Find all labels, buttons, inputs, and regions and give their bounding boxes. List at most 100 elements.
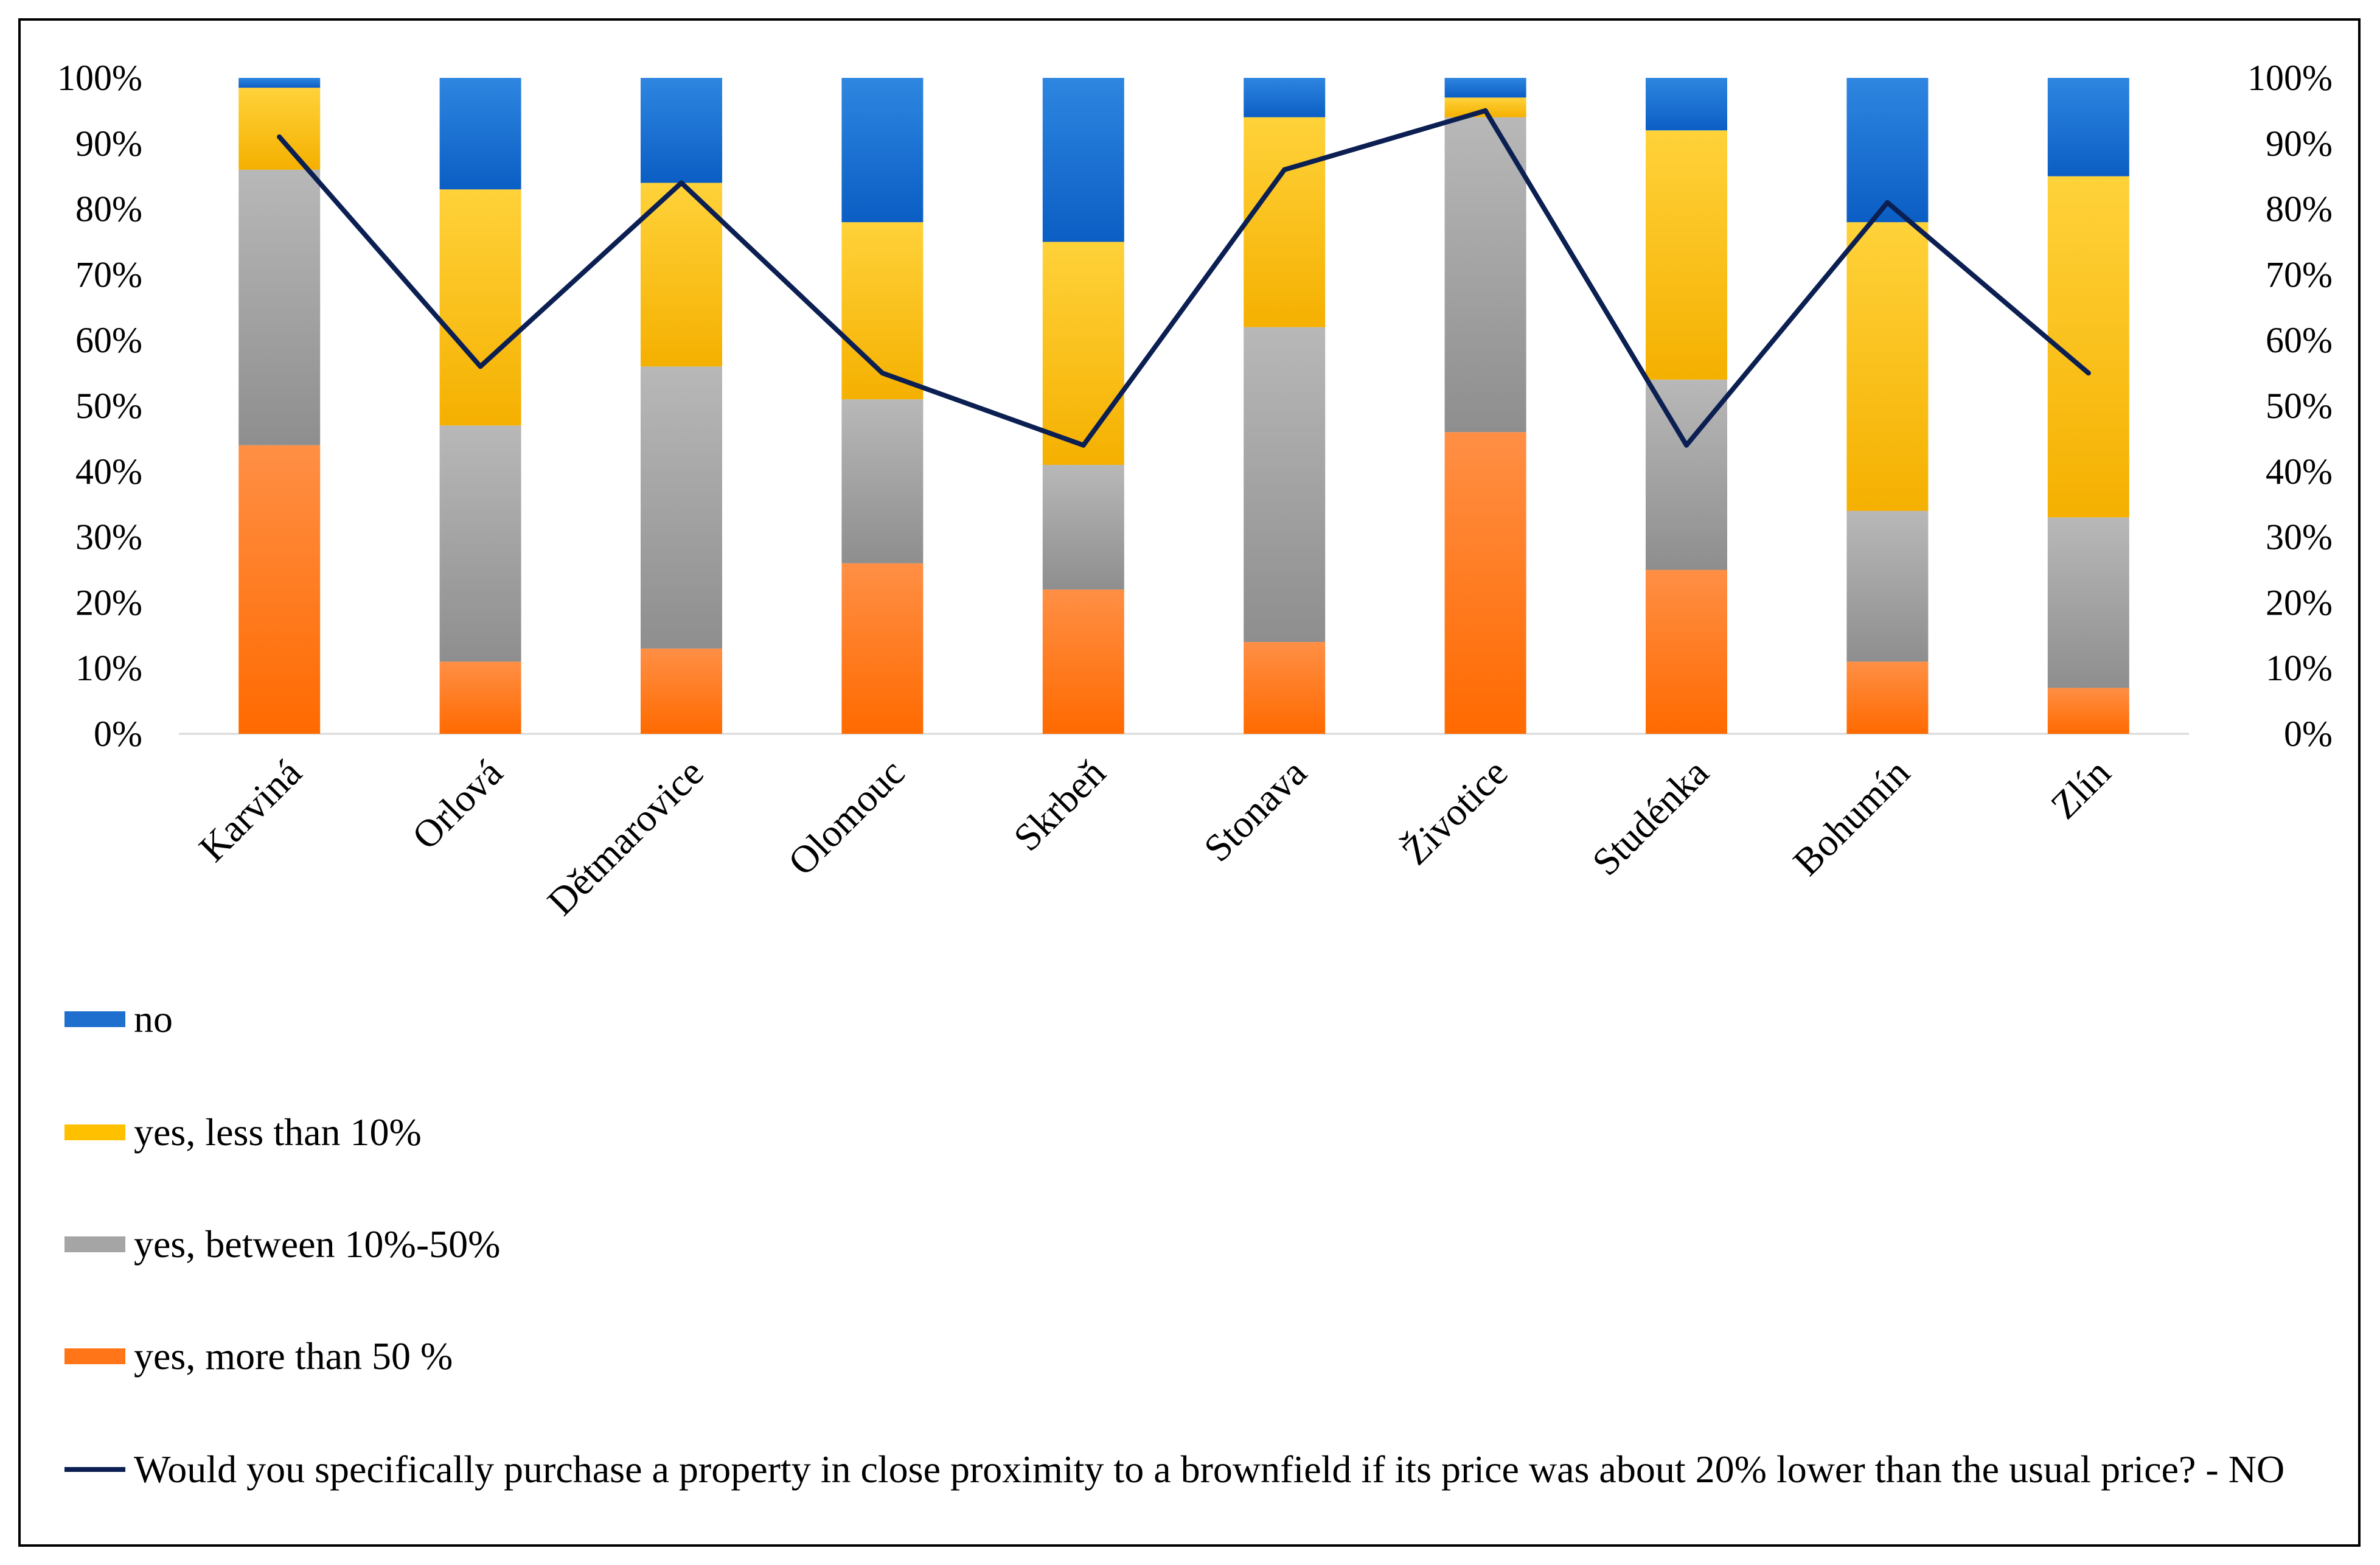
y-tick-right: 40% bbox=[2266, 451, 2333, 492]
bar-between-10-50-5 bbox=[1244, 327, 1326, 643]
category-label-4: Skrbeň bbox=[1005, 751, 1113, 859]
category-label-2: Dětmarovice bbox=[539, 751, 712, 924]
legend-item-line-no: Would you specifically purchase a proper… bbox=[64, 1445, 2348, 1494]
y-tick-left: 60% bbox=[75, 320, 142, 360]
bar-no-4 bbox=[1042, 78, 1124, 242]
bar-stacks bbox=[238, 78, 2129, 734]
y-tick-right: 0% bbox=[2284, 714, 2333, 754]
bar-between-10-50-6 bbox=[1444, 117, 1526, 433]
line-point-5 bbox=[1282, 167, 1287, 172]
bar-no-7 bbox=[1646, 78, 1727, 131]
legend-item-between-10-50: yes, between 10%-50% bbox=[64, 1219, 500, 1269]
y-tick-left: 100% bbox=[57, 58, 142, 98]
y-tick-left: 50% bbox=[75, 386, 142, 426]
y-tick-right: 50% bbox=[2266, 386, 2333, 426]
category-label-5: Stonava bbox=[1195, 751, 1315, 870]
legend: no yes, less than 10% yes, between 10%-5… bbox=[64, 994, 2352, 1530]
legend-label-no: no bbox=[134, 997, 173, 1040]
y-tick-right: 20% bbox=[2266, 582, 2333, 622]
bar-between-10-50-4 bbox=[1042, 465, 1124, 590]
bar-more-than-50-5 bbox=[1244, 642, 1326, 734]
legend-line-swatch bbox=[64, 1467, 125, 1472]
category-label-1: Orlová bbox=[404, 751, 511, 858]
legend-item-more-than-50: yes, more than 50 % bbox=[64, 1331, 453, 1381]
y-axis-right: 0% 10% 20% 30% 40% 50% 60% 70% 80% 90% 100% bbox=[2247, 58, 2333, 754]
legend-swatch-more-than-50 bbox=[64, 1348, 125, 1364]
bar-more-than-50-4 bbox=[1042, 589, 1124, 734]
stacked-bar-chart: 0% 10% 20% 30% 40% 50% 60% 70% 80% 90% 100% 0% 10% 2… bbox=[57, 58, 2333, 924]
bar-between-10-50-0 bbox=[238, 169, 321, 445]
bar-more-than-50-0 bbox=[238, 445, 321, 734]
chart-frame: 0% 10% 20% 30% 40% 50% 60% 70% 80% 90% 100% 0% 10% 2… bbox=[18, 18, 2361, 1547]
legend-swatch-no bbox=[64, 1011, 125, 1027]
legend-label-more-than-50: yes, more than 50 % bbox=[134, 1334, 453, 1378]
bar-more-than-50-9 bbox=[2047, 688, 2129, 734]
line-point-9 bbox=[2086, 371, 2091, 376]
legend-swatch-less-than-10 bbox=[64, 1124, 125, 1140]
line-point-6 bbox=[1483, 108, 1488, 113]
y-tick-left: 10% bbox=[75, 648, 142, 688]
bar-less-than-10-7 bbox=[1646, 130, 1727, 380]
bar-less-than-10-1 bbox=[439, 189, 521, 426]
y-tick-right: 100% bbox=[2247, 58, 2333, 98]
y-tick-right: 90% bbox=[2266, 124, 2333, 164]
y-tick-left: 90% bbox=[75, 124, 142, 164]
y-tick-left: 30% bbox=[75, 517, 142, 557]
line-series bbox=[277, 108, 2091, 448]
line-point-8 bbox=[1885, 200, 1890, 205]
line-point-0 bbox=[277, 134, 282, 140]
bar-no-3 bbox=[841, 78, 924, 223]
bar-no-9 bbox=[2047, 78, 2129, 176]
bar-between-10-50-9 bbox=[2047, 517, 2129, 688]
bar-more-than-50-6 bbox=[1444, 432, 1526, 734]
bar-less-than-10-2 bbox=[641, 183, 722, 367]
line-series-no bbox=[277, 108, 2091, 448]
y-tick-left: 80% bbox=[75, 189, 142, 229]
legend-label-line: Would you specifically purchase a proper… bbox=[134, 1448, 2285, 1491]
y-tick-right: 30% bbox=[2266, 517, 2333, 557]
category-label-3: Olomouc bbox=[780, 751, 913, 884]
legend-label-between-10-50: yes, between 10%-50% bbox=[134, 1222, 501, 1266]
bar-no-8 bbox=[1846, 78, 1929, 223]
category-label-7: Studénka bbox=[1584, 751, 1717, 884]
line-point-7 bbox=[1684, 442, 1689, 448]
y-tick-right: 80% bbox=[2266, 189, 2333, 229]
category-label-9: Zlín bbox=[2042, 751, 2119, 828]
legend-item-less-than-10: yes, less than 10% bbox=[64, 1107, 422, 1157]
y-tick-right: 60% bbox=[2266, 320, 2333, 360]
bar-more-than-50-8 bbox=[1846, 661, 1929, 734]
bar-less-than-10-0 bbox=[238, 88, 321, 170]
bar-no-5 bbox=[1244, 78, 1326, 117]
bar-more-than-50-7 bbox=[1646, 570, 1727, 734]
y-tick-left: 0% bbox=[94, 714, 142, 754]
bar-less-than-10-5 bbox=[1244, 117, 1326, 327]
bar-less-than-10-8 bbox=[1846, 222, 1929, 511]
y-tick-left: 20% bbox=[75, 582, 142, 622]
y-tick-left: 40% bbox=[75, 451, 142, 492]
line-point-2 bbox=[679, 180, 684, 186]
bar-between-10-50-3 bbox=[841, 399, 924, 563]
legend-label-less-than-10: yes, less than 10% bbox=[134, 1110, 422, 1154]
bar-between-10-50-1 bbox=[439, 425, 521, 662]
y-tick-left: 70% bbox=[75, 254, 142, 295]
category-label-8: Bohumín bbox=[1785, 751, 1918, 884]
bar-no-2 bbox=[641, 78, 722, 183]
y-tick-right: 10% bbox=[2266, 648, 2333, 688]
bar-no-0 bbox=[238, 78, 321, 88]
bar-more-than-50-3 bbox=[841, 563, 924, 734]
bar-between-10-50-8 bbox=[1846, 511, 1929, 662]
line-point-4 bbox=[1080, 442, 1086, 448]
bar-between-10-50-2 bbox=[641, 366, 722, 649]
bar-no-6 bbox=[1444, 78, 1526, 98]
bar-more-than-50-2 bbox=[641, 648, 722, 734]
category-label-0: Karviná bbox=[190, 751, 310, 870]
y-tick-right: 70% bbox=[2266, 254, 2333, 295]
line-point-3 bbox=[880, 371, 885, 376]
bar-more-than-50-1 bbox=[439, 661, 521, 734]
y-axis-left: 0% 10% 20% 30% 40% 50% 60% 70% 80% 90% 100% bbox=[57, 58, 142, 754]
legend-swatch-between-10-50 bbox=[64, 1236, 125, 1252]
category-labels: Karviná Orlová Dětmarovice Olomouc Skrbeň Sto… bbox=[190, 751, 2119, 924]
legend-item-no: no bbox=[64, 994, 173, 1044]
bar-less-than-10-4 bbox=[1042, 242, 1124, 465]
bar-no-1 bbox=[439, 78, 521, 190]
